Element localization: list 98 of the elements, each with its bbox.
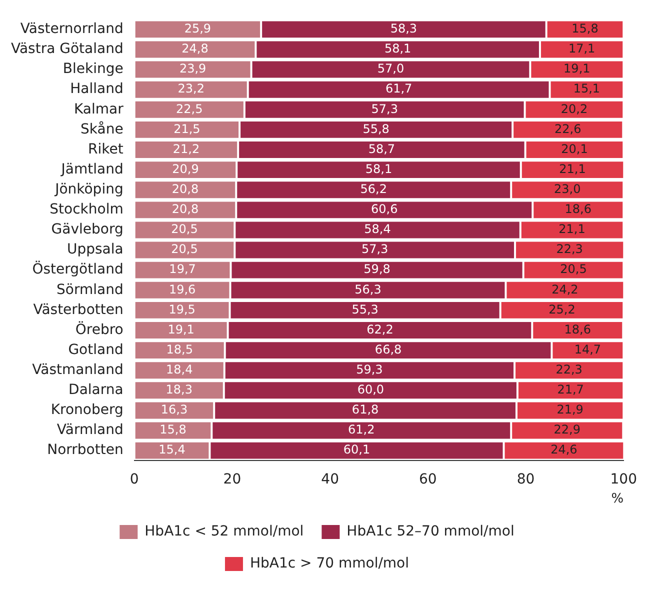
x-tick-label: 20 — [223, 472, 242, 488]
data-label: 21,5 — [174, 122, 200, 136]
data-label: 56,3 — [354, 282, 382, 296]
x-axis-title: % — [611, 492, 624, 507]
data-label: 24,6 — [550, 442, 578, 457]
data-label: 20,8 — [172, 202, 199, 216]
x-tick-label: 60 — [419, 472, 437, 488]
y-tick-label: Jönköping — [54, 182, 124, 198]
data-label: 22,3 — [556, 362, 582, 376]
data-label: 56,2 — [360, 182, 387, 196]
data-label: 23,9 — [179, 62, 206, 76]
data-label: 20,2 — [560, 102, 588, 116]
data-label: 19,7 — [169, 262, 196, 276]
data-label: 21,9 — [556, 402, 584, 417]
data-label: 55,8 — [362, 122, 390, 136]
data-label: 58,1 — [365, 162, 392, 176]
data-label: 19,1 — [168, 322, 194, 336]
data-label: 20,1 — [561, 142, 588, 156]
x-tick-label: 0 — [130, 472, 139, 488]
y-tick-label: Stockholm — [50, 202, 124, 218]
data-label: 57,3 — [361, 242, 388, 256]
x-tick-label: 100 — [610, 472, 638, 488]
data-label: 20,5 — [171, 222, 198, 236]
data-label: 19,1 — [564, 62, 590, 76]
data-label: 18,4 — [166, 362, 193, 376]
data-label: 22,5 — [176, 102, 203, 116]
data-label: 62,2 — [366, 322, 394, 336]
y-tick-label: Halland — [70, 81, 124, 98]
y-tick-label: Västra Götaland — [10, 41, 124, 58]
data-label: 25,2 — [548, 302, 576, 316]
data-label: 24,2 — [552, 282, 578, 296]
data-label: 17,1 — [568, 42, 596, 56]
y-tick-label: Västmanland — [32, 362, 124, 378]
data-label: 55,3 — [352, 302, 378, 316]
data-label: 60,0 — [357, 382, 384, 397]
legend-label: HbA1c 52–70 mmol/mol — [346, 524, 514, 540]
data-label: 20,5 — [171, 242, 198, 256]
data-label: 20,5 — [560, 262, 587, 276]
data-label: 61,2 — [348, 422, 375, 437]
data-label: 57,3 — [371, 102, 398, 116]
y-tick-label: Sörmland — [56, 282, 124, 298]
data-label: 20,9 — [172, 162, 199, 176]
data-label: 18,5 — [166, 342, 193, 356]
y-tick-label: Norrbotten — [47, 442, 124, 458]
data-label: 18,3 — [166, 382, 192, 397]
data-label: 22,9 — [554, 422, 580, 437]
data-label: 60,1 — [343, 442, 370, 457]
data-label: 22,6 — [554, 122, 582, 136]
data-label: 59,8 — [364, 262, 390, 276]
data-label: 58,7 — [368, 142, 396, 156]
data-label: 16,3 — [160, 402, 188, 417]
y-tick-label: Dalarna — [68, 382, 124, 398]
x-tick-label: 40 — [321, 472, 339, 488]
data-label: 15,1 — [573, 82, 600, 96]
y-tick-label: Uppsala — [66, 242, 124, 258]
data-label: 21,1 — [559, 162, 586, 176]
data-label: 21,7 — [557, 382, 584, 397]
data-label: 61,7 — [385, 82, 412, 96]
y-tick-label: Riket — [88, 141, 124, 158]
y-tick-label: Östergötland — [32, 260, 124, 278]
legend-label: HbA1c > 70 mmol/mol — [250, 556, 410, 572]
y-tick-label: Kronoberg — [50, 402, 124, 418]
data-label: 21,1 — [558, 222, 586, 236]
legend-label: HbA1c < 52 mmol/mol — [144, 524, 304, 540]
data-label: 23,0 — [554, 182, 581, 196]
y-tick-label: Gotland — [68, 342, 124, 358]
y-tick-label: Blekinge — [62, 61, 124, 78]
data-label: 15,4 — [158, 442, 186, 457]
x-tick-label: 80 — [516, 472, 535, 488]
data-label: 25,9 — [184, 22, 212, 36]
data-label: 23,2 — [178, 82, 204, 96]
data-label: 18,6 — [564, 322, 592, 336]
y-tick-label: Gävleborg — [51, 222, 124, 238]
data-label: 61,8 — [352, 402, 379, 417]
data-label: 19,5 — [168, 302, 196, 316]
data-label: 18,6 — [564, 202, 592, 216]
data-label: 66,8 — [374, 342, 402, 356]
y-tick-label: Skåne — [80, 120, 124, 138]
data-label: 22,3 — [556, 242, 583, 256]
y-tick-label: Örebro — [75, 320, 124, 338]
data-label: 20,8 — [172, 182, 199, 196]
data-label: 59,3 — [356, 362, 383, 376]
data-label: 57,0 — [377, 62, 404, 76]
data-label: 60,6 — [371, 202, 398, 216]
data-label: 24,8 — [182, 42, 208, 56]
y-tick-label: Värmland — [56, 422, 124, 438]
y-tick-label: Kalmar — [74, 101, 124, 118]
data-label: 58,4 — [364, 222, 391, 236]
data-label: 21,2 — [172, 142, 200, 156]
y-tick-label: Jämtland — [60, 161, 124, 178]
data-label: 15,8 — [160, 422, 186, 437]
data-label: 58,1 — [384, 42, 412, 56]
data-label: 19,6 — [168, 282, 196, 296]
data-label: 15,8 — [572, 22, 598, 36]
data-label: 14,7 — [574, 342, 602, 356]
data-label: 58,3 — [390, 22, 418, 36]
y-tick-label: Västernorrland — [20, 21, 124, 38]
y-tick-label: Västerbotten — [33, 302, 124, 318]
